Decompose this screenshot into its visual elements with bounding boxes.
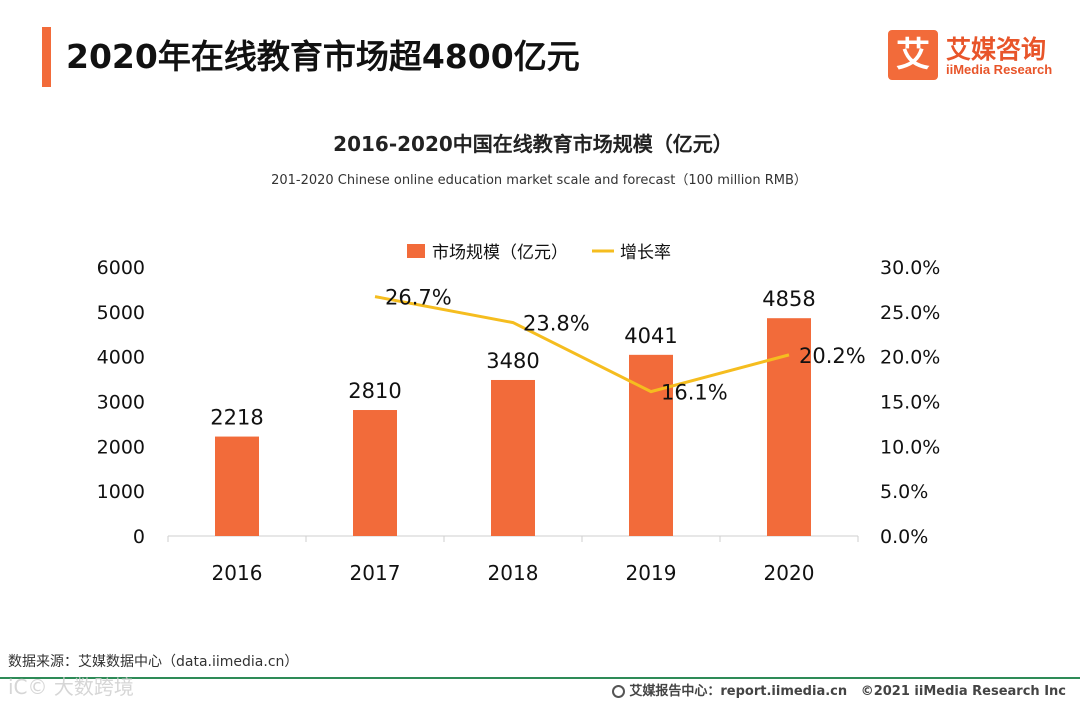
chart-title: 2016-2020中国在线教育市场规模（亿元） [333, 132, 733, 156]
logo-name: 艾媒咨询 [946, 35, 1047, 64]
y-left-tick-label: 1000 [97, 481, 145, 503]
bar-value-label: 2218 [210, 406, 263, 430]
legend-label-market-scale: 市场规模（亿元） [432, 243, 568, 263]
growth-rate-label: 20.2% [799, 344, 866, 368]
growth-rate-label: 16.1% [661, 381, 728, 405]
y-right-tick-label: 10.0% [880, 436, 940, 458]
y-right-tick-label: 20.0% [880, 347, 940, 369]
bar-value-label: 3480 [486, 349, 539, 373]
bar-value-label: 4041 [624, 324, 677, 348]
growth-rate-label: 26.7% [385, 286, 452, 310]
x-category-label: 2018 [488, 561, 539, 585]
copyright: ©2021 iiMedia Research Inc [860, 684, 1066, 699]
headline-accent-bar [42, 27, 51, 87]
legend-label-growth-rate: 增长率 [620, 243, 671, 263]
bar-series [215, 318, 811, 536]
y-right-tick-label: 15.0% [880, 392, 940, 414]
bar-data-labels: 2218 2810 3480 4041 4858 [210, 287, 815, 429]
x-category-label: 2019 [626, 561, 677, 585]
market-scale-chart: 2016-2020中国在线教育市场规模（亿元） 201-2020 Chinese… [97, 132, 941, 585]
y-right-tick-label: 30.0% [880, 257, 940, 279]
chart-subtitle: 201-2020 Chinese online education market… [271, 173, 807, 188]
bar-2020 [767, 318, 811, 536]
x-category-label: 2020 [764, 561, 815, 585]
y-left-tick-label: 4000 [97, 347, 145, 369]
y-left-tick-label: 2000 [97, 436, 145, 458]
logo-mark-icon: 艾 [888, 30, 938, 80]
y-left-tick-label: 3000 [97, 392, 145, 414]
footer-credits: 艾媒报告中心：report.iimedia.cn ©2021 iiMedia R… [612, 680, 1066, 699]
x-axis-ticks [167, 536, 859, 542]
page-title: 2020年在线教育市场超4800亿元 [66, 37, 580, 76]
bar-value-label: 2810 [348, 379, 401, 403]
y-left-tick-label: 0 [133, 526, 145, 548]
bar-value-label: 4858 [762, 287, 815, 311]
y-axis-left: 0 1000 2000 3000 4000 5000 6000 [97, 257, 145, 548]
brand-logo: 艾 艾媒咨询 iiMedia Research [888, 30, 1073, 82]
growth-rate-label: 23.8% [523, 312, 590, 336]
y-left-tick-label: 5000 [97, 302, 145, 324]
bar-2017 [353, 410, 397, 536]
bar-2018 [491, 379, 535, 536]
footer-divider [0, 677, 1080, 679]
y-axis-right: 0.0% 5.0% 10.0% 15.0% 20.0% 25.0% 30.0% [880, 257, 940, 548]
y-right-tick-label: 5.0% [880, 481, 928, 503]
logo-subtitle: iiMedia Research [946, 62, 1053, 77]
x-category-label: 2016 [212, 561, 263, 585]
bar-2016 [215, 436, 259, 536]
y-left-tick-label: 6000 [97, 257, 145, 279]
legend-swatch-bar [407, 244, 425, 258]
line-data-labels: 26.7% 23.8% 16.1% 20.2% [385, 286, 866, 405]
x-axis-categories: 2016 2017 2018 2019 2020 [212, 561, 815, 585]
report-site-link[interactable]: 艾媒报告中心：report.iimedia.cn [629, 684, 848, 699]
globe-icon [612, 685, 626, 698]
watermark: iC© 大数跨境 [8, 675, 134, 699]
x-category-label: 2017 [350, 561, 401, 585]
y-right-tick-label: 0.0% [880, 526, 928, 548]
legend: 市场规模（亿元） 增长率 [407, 243, 671, 263]
data-source: 数据来源：艾媒数据中心（data.iimedia.cn） [8, 654, 299, 670]
growth-rate-line [374, 295, 790, 394]
y-right-tick-label: 25.0% [880, 302, 940, 324]
